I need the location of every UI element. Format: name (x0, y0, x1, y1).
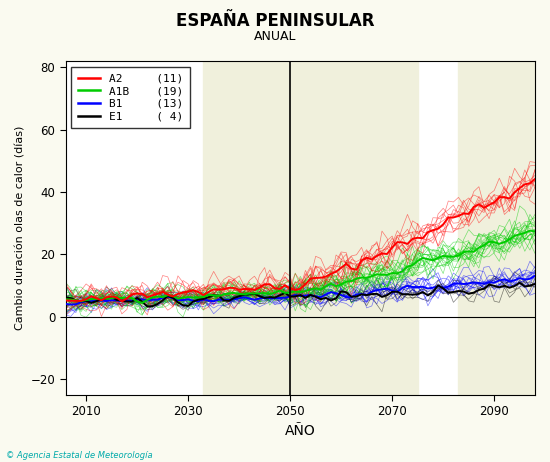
Bar (459, 61, 535, 395)
Bar (290, 61, 417, 395)
Text: ANUAL: ANUAL (254, 30, 296, 43)
Legend: A2     (11), A1B    (19), B1     (13), E1     ( 4): A2 (11), A1B (19), B1 (13), E1 ( 4) (72, 67, 190, 128)
Text: © Agencia Estatal de Meteorología: © Agencia Estatal de Meteorología (6, 451, 152, 460)
Bar (204, 61, 290, 395)
X-axis label: AÑO: AÑO (285, 424, 316, 438)
Y-axis label: Cambio duración olas de calor (días): Cambio duración olas de calor (días) (15, 126, 25, 330)
Text: ESPAÑA PENINSULAR: ESPAÑA PENINSULAR (176, 12, 374, 30)
